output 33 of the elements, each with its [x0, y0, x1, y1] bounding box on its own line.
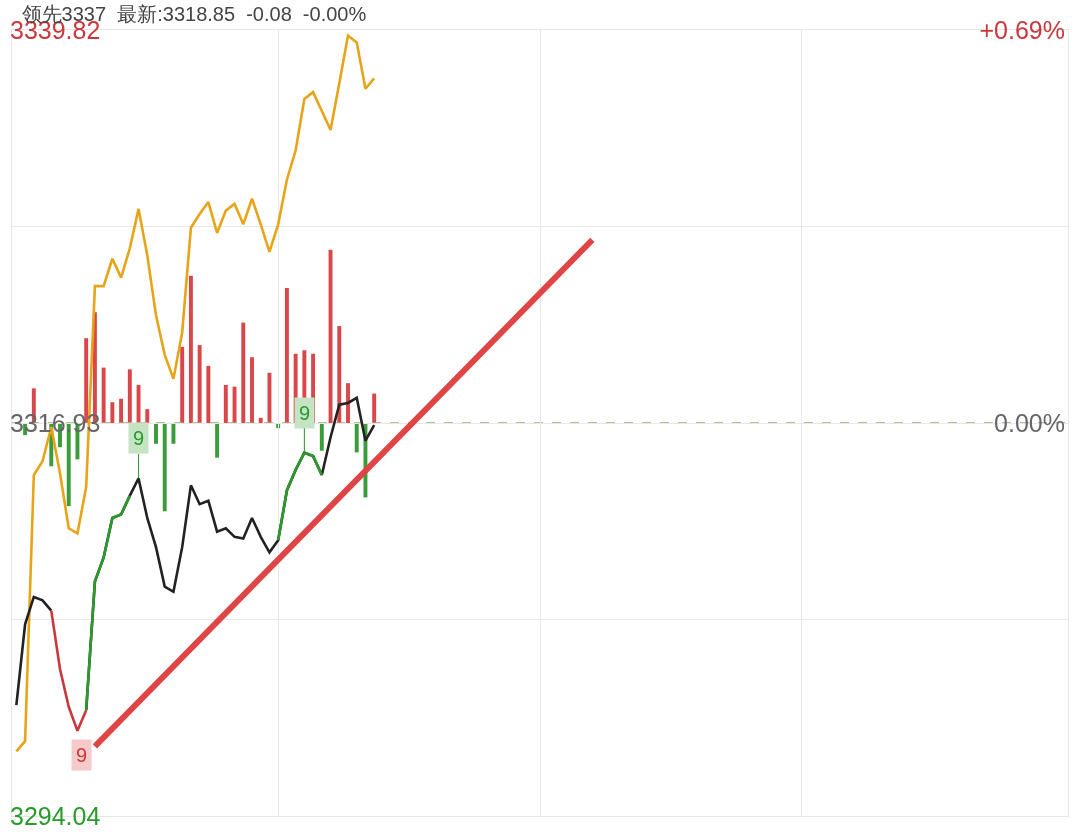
- bar: [110, 402, 115, 423]
- bar: [154, 423, 158, 444]
- bar: [319, 423, 324, 451]
- bar: [171, 423, 176, 444]
- bar: [328, 249, 333, 423]
- bar: [101, 367, 106, 423]
- bar: [232, 386, 237, 423]
- bar: [372, 393, 377, 423]
- bar: [346, 383, 350, 423]
- bar: [337, 326, 342, 423]
- bar: [267, 372, 272, 423]
- bar: [206, 365, 211, 423]
- bar: [136, 384, 141, 423]
- y2-tick-label: 0.00%: [994, 408, 1065, 437]
- bar: [197, 345, 202, 423]
- bar: [145, 409, 150, 423]
- bar: [215, 423, 220, 458]
- bar: [162, 423, 167, 512]
- annotation: 9: [299, 402, 311, 424]
- bar: [284, 287, 289, 423]
- bar: [119, 398, 124, 423]
- y2-tick-label: +0.69%: [979, 15, 1065, 44]
- y-tick-label: 3294.04: [10, 801, 101, 830]
- annotation: 9: [76, 744, 88, 766]
- bar: [354, 423, 359, 453]
- bar: [250, 357, 254, 423]
- bar: [188, 275, 193, 423]
- line-series: [49, 609, 88, 733]
- bar: [241, 322, 246, 423]
- bar: [223, 384, 228, 423]
- annotation: 9: [133, 427, 145, 449]
- bar: [127, 369, 132, 423]
- bar: [180, 346, 185, 423]
